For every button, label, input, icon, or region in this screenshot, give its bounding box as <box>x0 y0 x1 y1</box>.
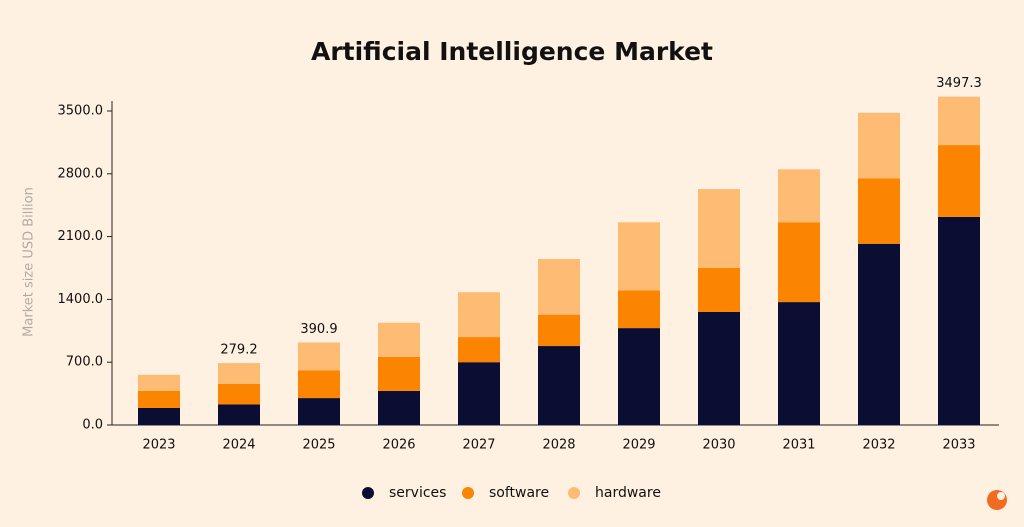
bar-segment <box>778 222 820 303</box>
bar-segment <box>138 407 180 425</box>
y-tick-label: 3500.0 <box>58 104 104 119</box>
bar-segment <box>138 374 180 391</box>
bar-segment <box>938 145 980 217</box>
bar-segment <box>698 189 740 268</box>
x-tick-label: 2023 <box>142 438 175 453</box>
legend-label: software <box>489 485 549 501</box>
bar-segment <box>378 356 420 391</box>
bar-segment <box>458 292 500 338</box>
bar-segment <box>458 337 500 363</box>
legend-swatch <box>362 487 374 499</box>
x-tick-label: 2030 <box>702 438 735 453</box>
x-tick-label: 2026 <box>382 438 415 453</box>
bar-segment <box>458 362 500 425</box>
chart-title: Artificial Intelligence Market <box>311 37 713 66</box>
bar-segment <box>778 302 820 425</box>
legend-swatch <box>462 487 474 499</box>
x-tick-label: 2031 <box>782 438 815 453</box>
bar-segment <box>298 370 340 399</box>
x-tick-label: 2024 <box>222 438 255 453</box>
legend-label: hardware <box>595 485 661 501</box>
bar-segment <box>698 311 740 425</box>
bar-segment <box>538 346 580 425</box>
bar-segment <box>298 398 340 425</box>
x-tick-label: 2027 <box>462 438 495 453</box>
bar-segment <box>218 404 260 425</box>
bar-segment <box>538 314 580 347</box>
y-tick-label: 700.0 <box>66 355 103 370</box>
logo-circle <box>987 490 1007 510</box>
bar-segment <box>938 96 980 146</box>
legend-swatch <box>568 487 580 499</box>
bar-segment <box>538 259 580 315</box>
logo <box>987 490 1007 510</box>
logo-dot <box>997 492 1005 500</box>
x-tick-label: 2025 <box>302 438 335 453</box>
bar-segment <box>138 390 180 408</box>
annotation: 390.9 <box>300 322 337 337</box>
bar-segment <box>378 322 420 357</box>
x-tick-label: 2033 <box>942 438 975 453</box>
x-tick-label: 2032 <box>862 438 895 453</box>
x-tick-label: 2029 <box>622 438 655 453</box>
y-tick-label: 2100.0 <box>58 229 104 244</box>
bar-segment <box>618 328 660 425</box>
annotation: 3497.3 <box>936 76 982 91</box>
bar-segment <box>618 222 660 291</box>
legend-label: services <box>389 485 446 501</box>
bar-segment <box>698 268 740 312</box>
bar-segment <box>218 383 260 405</box>
y-axis-title: Market size USD Billion <box>22 187 37 337</box>
bar-segment <box>218 363 260 384</box>
x-tick-label: 2028 <box>542 438 575 453</box>
bar-segment <box>938 216 980 425</box>
bar-segment <box>778 169 820 223</box>
annotation: 279.2 <box>220 343 257 358</box>
y-tick-label: 1400.0 <box>58 292 104 307</box>
bar-segment <box>378 390 420 425</box>
bar-segment <box>298 342 340 371</box>
bar-segment <box>858 243 900 425</box>
y-tick-label: 2800.0 <box>58 166 104 181</box>
bar-segment <box>858 178 900 244</box>
bar-segment <box>618 290 660 329</box>
y-tick-label: 0.0 <box>82 418 103 433</box>
bar-segment <box>858 112 900 179</box>
